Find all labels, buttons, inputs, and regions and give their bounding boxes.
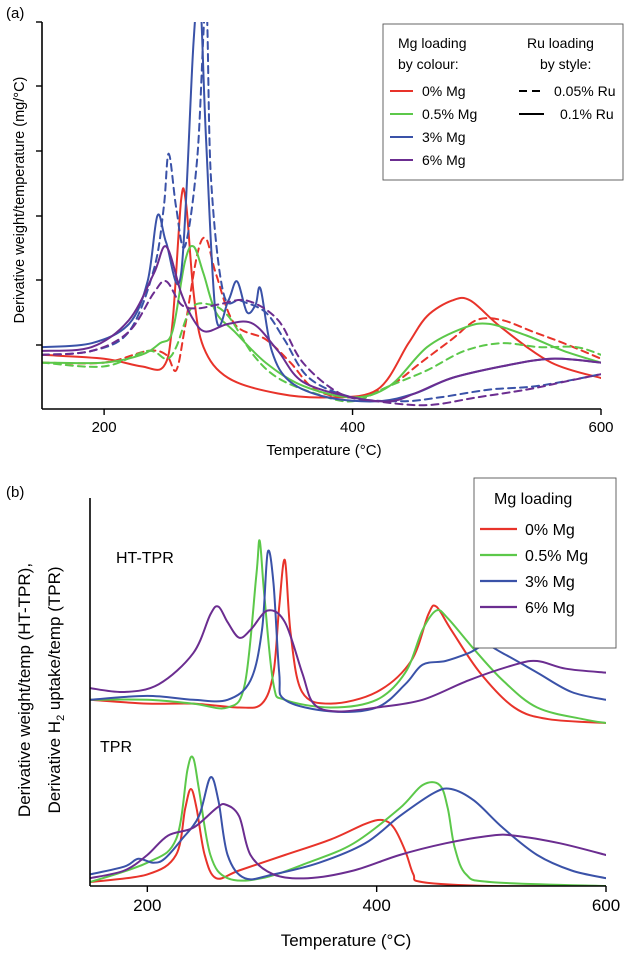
- panel-b-label: (b): [6, 484, 24, 501]
- ylabel-b-line2-sub: 2: [55, 715, 67, 721]
- x-tick-label-1: 400: [340, 419, 365, 436]
- x-tick-label-1: 400: [362, 896, 390, 915]
- series-line-2: [42, 245, 601, 399]
- legend-a-colour-title-2: by colour:: [398, 56, 459, 72]
- panel-a: (a) 200 400 600 Temperature (°C) Derivativ…: [6, 5, 624, 459]
- legend-b-label-0mg: 0% Mg: [525, 522, 575, 539]
- series-line-7: [90, 803, 606, 880]
- panel-b-legend-box: [473, 477, 617, 649]
- series-line-1: [42, 236, 601, 399]
- panel-b-y-axis-label-line1: Derivative weight/temp (HT-TPR),: [15, 563, 34, 817]
- panel-b: (b) 200 400 600 Temperature (°C) Derivativ…: [6, 477, 620, 950]
- legend-b-label-3mg: 3% Mg: [525, 574, 575, 591]
- series-line-5: [90, 776, 606, 881]
- series-line-7: [42, 279, 601, 407]
- legend-a-style-title-2: by style:: [540, 56, 591, 72]
- series-line-3: [90, 755, 606, 886]
- panel-a-legend-box: [382, 23, 624, 181]
- series-line-6: [42, 245, 601, 403]
- x-tick-label-2: 600: [588, 419, 613, 436]
- panel-a-y-axis-label: Derivative weight/temperature (mg/°C): [12, 77, 28, 324]
- legend-b-label-05mg: 0.5% Mg: [525, 548, 588, 565]
- x-tick-label-0: 200: [133, 896, 161, 915]
- legend-a-label-005ru: 0.05% Ru: [554, 83, 615, 99]
- panel-b-x-ticks: 200 400 600: [133, 886, 620, 915]
- legend-a-style-title-1: Ru loading: [527, 35, 594, 51]
- panel-b-y-axis-label-line2: Derivative H2 uptake/temp (TPR): [45, 566, 67, 813]
- panel-a-x-axis-label: Temperature (°C): [266, 442, 381, 459]
- annotation-ht-tpr: HT-TPR: [116, 550, 174, 567]
- annotation-tpr: TPR: [100, 739, 132, 756]
- panel-a-x-ticks: 200 400 600: [92, 409, 614, 436]
- series-line-1: [90, 788, 606, 886]
- panel-a-legend: Mg loading by colour: Ru loading by styl…: [382, 23, 624, 181]
- legend-a-label-01ru: 0.1% Ru: [560, 106, 614, 122]
- series-line-5: [42, 22, 601, 403]
- panel-b-x-axis-label: Temperature (°C): [281, 931, 412, 950]
- series-line-2: [90, 539, 606, 724]
- legend-a-colour-title-1: Mg loading: [398, 35, 467, 51]
- legend-a-label-0mg: 0% Mg: [422, 83, 466, 99]
- x-tick-label-2: 600: [592, 896, 620, 915]
- legend-b-title: Mg loading: [494, 491, 572, 508]
- legend-a-label-3mg: 3% Mg: [422, 129, 466, 145]
- panel-b-legend: Mg loading 0% Mg 0.5% Mg 3% Mg 6% Mg: [473, 477, 617, 649]
- series-line-6: [90, 605, 606, 713]
- series-line-0: [42, 187, 601, 399]
- x-tick-label-0: 200: [92, 419, 117, 436]
- ylabel-b-line2-pre: Derivative H: [45, 721, 64, 814]
- panel-b-series: [90, 539, 606, 886]
- legend-a-label-6mg: 6% Mg: [422, 152, 466, 168]
- ylabel-b-line2-post: uptake/temp (TPR): [45, 566, 64, 714]
- panel-a-series: [42, 22, 601, 407]
- panel-a-label: (a): [6, 5, 24, 22]
- panel-a-y-ticks: [36, 21, 42, 346]
- legend-a-label-05mg: 0.5% Mg: [422, 106, 477, 122]
- series-line-4: [42, 22, 601, 403]
- legend-b-label-6mg: 6% Mg: [525, 600, 575, 617]
